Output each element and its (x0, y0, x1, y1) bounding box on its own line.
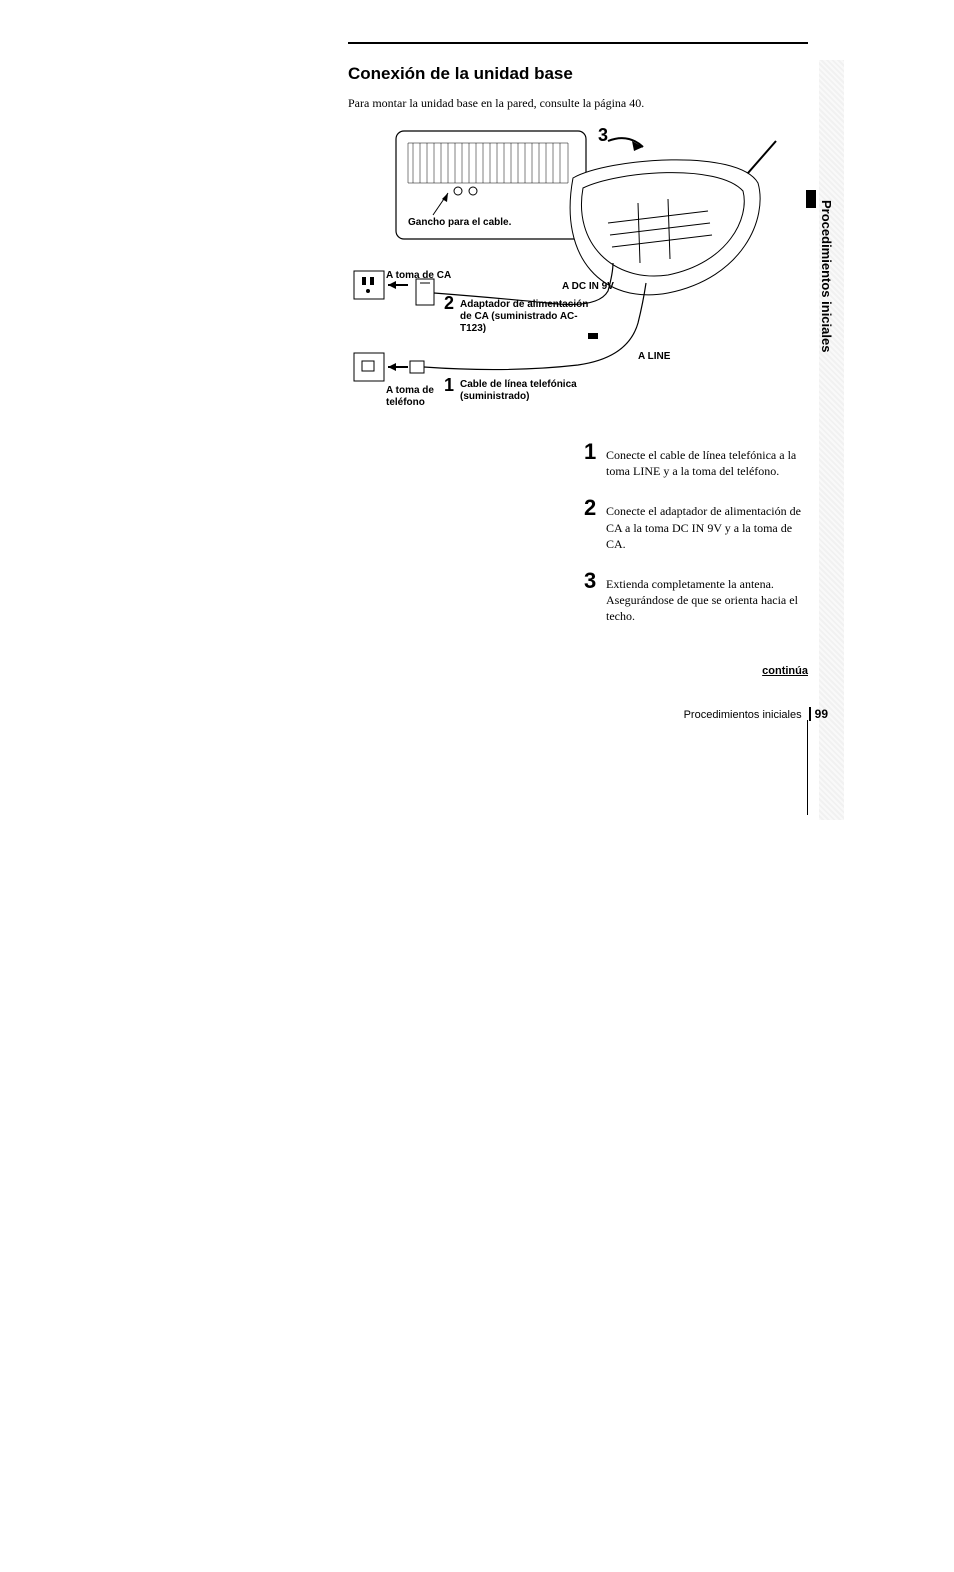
diagram-number-3: 3 (598, 125, 608, 146)
step-1-text: Conecte el cable de línea telefónica a l… (606, 441, 814, 479)
label-phone-cable: Cable de línea telefónica (suministrado) (460, 379, 600, 403)
step-2-number: 2 (584, 497, 606, 552)
intro-text: Para montar la unidad base en la pared, … (348, 96, 828, 111)
top-rule (348, 42, 808, 44)
step-1-number: 1 (584, 441, 606, 479)
step-3-text: Extienda completamente la antena. Asegur… (606, 570, 814, 625)
diagram-number-1: 1 (444, 375, 454, 396)
step-1: 1 Conecte el cable de línea telefónica a… (584, 441, 814, 479)
right-border-line (807, 720, 808, 815)
footer-page-number: 99 (809, 707, 828, 721)
connection-diagram: 3 Gancho para el cable. A toma de CA 2 A… (348, 123, 788, 423)
footer-section: Procedimientos iniciales (684, 709, 802, 721)
step-2-text: Conecte el adaptador de alimentación de … (606, 497, 814, 552)
label-cable-hook: Gancho para el cable. (408, 217, 511, 229)
step-3-number: 3 (584, 570, 606, 625)
label-phone-outlet: A toma de teléfono (386, 385, 446, 409)
step-3: 3 Extienda completamente la antena. Aseg… (584, 570, 814, 625)
label-line: A LINE (638, 351, 670, 363)
continue-indicator: continúa (348, 665, 808, 677)
page-content: Conexión de la unidad base Para montar l… (348, 42, 828, 721)
step-2: 2 Conecte el adaptador de alimentación d… (584, 497, 814, 552)
diagram-number-2: 2 (444, 293, 454, 314)
label-ac-outlet: A toma de CA (386, 270, 451, 282)
page-footer: Procedimientos iniciales 99 (348, 707, 828, 721)
label-adapter: Adaptador de alimentación de CA (suminis… (460, 299, 600, 335)
section-title: Conexión de la unidad base (348, 64, 828, 84)
steps-list: 1 Conecte el cable de línea telefónica a… (584, 441, 814, 625)
label-dc-in: A DC IN 9V (562, 281, 614, 293)
